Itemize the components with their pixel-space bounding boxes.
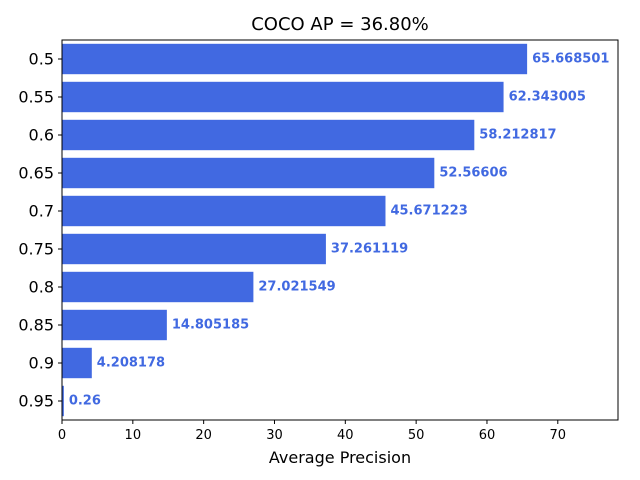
bar-value-label: 4.208178 [97,356,165,371]
x-tick-label: 60 [479,428,496,443]
x-tick-label: 0 [58,428,66,443]
y-tick-label: 0.8 [29,278,54,297]
bar-0.5 [62,43,528,75]
bar-0.95 [62,385,64,417]
y-tick-label: 0.5 [29,50,54,69]
bar-0.6 [62,119,475,151]
x-tick-label: 70 [550,428,567,443]
bar-0.65 [62,157,435,189]
bar-value-label: 14.805185 [172,318,249,333]
bar-0.7 [62,195,386,227]
bar-value-label: 52.56606 [439,166,507,181]
x-axis-label: Average Precision [269,448,411,467]
x-tick-label: 50 [408,428,425,443]
bar-value-label: 37.261119 [331,242,408,257]
x-tick-label: 10 [125,428,142,443]
y-tick-label: 0.95 [18,392,54,411]
y-tick-label: 0.9 [29,354,54,373]
x-tick-label: 20 [195,428,212,443]
bar-value-label: 0.26 [69,394,101,409]
y-tick-label: 0.55 [18,88,54,107]
x-tick-label: 30 [266,428,283,443]
bar-0.55 [62,81,504,113]
y-tick-label: 0.7 [29,202,54,221]
x-axis-ticks: 0 10 20 30 40 50 60 70 [58,420,566,443]
bar-0.8 [62,271,254,303]
bar-value-label: 62.343005 [509,90,586,105]
bar-value-label: 65.668501 [532,52,609,67]
bar-group: 65.668501 62.343005 58.212817 52.56606 45.67… [62,43,609,417]
y-tick-label: 0.65 [18,164,54,183]
bar-0.9 [62,347,92,379]
y-tick-labels: 0.5 0.55 0.6 0.65 0.7 0.75 0.8 0.85 0.9 0.95 [18,50,62,411]
y-tick-label: 0.75 [18,240,54,259]
bar-value-label: 27.021549 [258,280,335,295]
chart-title: COCO AP = 36.80% [251,14,429,35]
bar-0.75 [62,233,326,265]
bar-value-label: 45.671223 [390,204,467,219]
y-tick-label: 0.6 [29,126,54,145]
plot-frame [61,39,619,421]
x-tick-label: 40 [337,428,354,443]
y-tick-label: 0.85 [18,316,54,335]
bar-0.85 [62,309,167,341]
bar-value-label: 58.212817 [479,128,556,143]
